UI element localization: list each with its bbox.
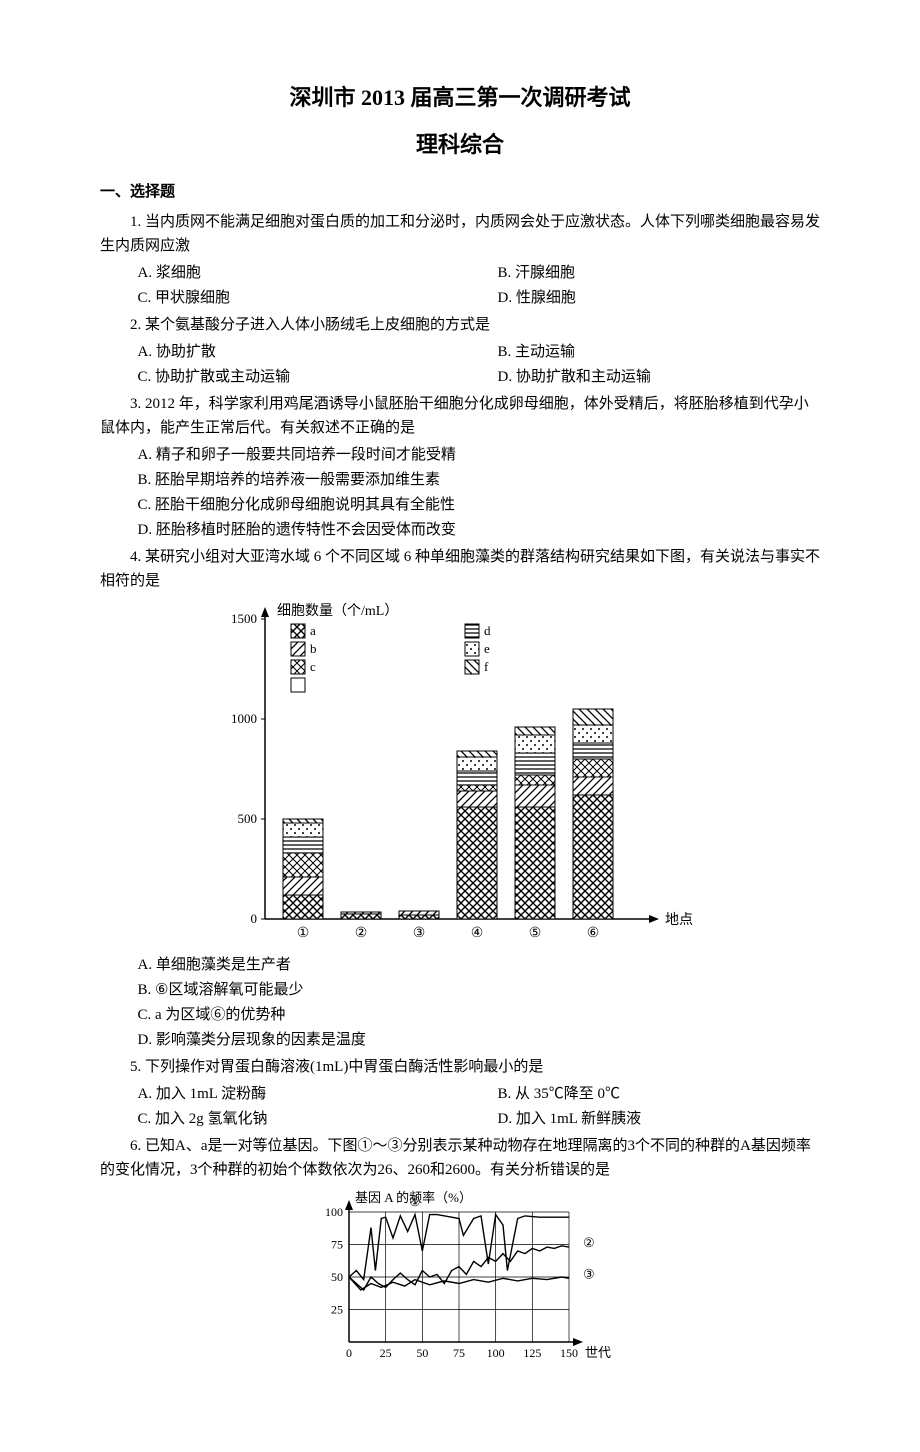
q1-row1: A. 浆细胞 B. 汗腺细胞 — [100, 261, 820, 285]
q5-stem: 5. 下列操作对胃蛋白酶溶液(1mL)中胃蛋白酶活性影响最小的是 — [100, 1055, 820, 1079]
q1-opt-b: B. 汗腺细胞 — [460, 261, 820, 285]
section-header-1: 一、选择题 — [100, 180, 820, 204]
svg-text:③: ③ — [583, 1267, 595, 1282]
q6-chart-wrap: 2550751000255075100125150基因 A 的频率（%）世代①②… — [100, 1188, 820, 1368]
q6-stem: 6. 已知A、a是一对等位基因。下图①～③分别表示某种动物存在地理隔离的3个不同… — [100, 1134, 820, 1182]
svg-text:④: ④ — [471, 926, 484, 941]
title-sub: 理科综合 — [100, 127, 820, 162]
q2-opt-c: C. 协助扩散或主动运输 — [100, 365, 460, 389]
q1-opt-c: C. 甲状腺细胞 — [100, 286, 460, 310]
svg-text:f: f — [484, 659, 489, 674]
q1-stem: 1. 当内质网不能满足细胞对蛋白质的加工和分泌时，内质网会处于应激状态。人体下列… — [100, 210, 820, 258]
svg-text:75: 75 — [453, 1346, 465, 1360]
svg-text:25: 25 — [331, 1303, 343, 1317]
svg-text:75: 75 — [331, 1238, 343, 1252]
q6-line-chart: 2550751000255075100125150基因 A 的频率（%）世代①②… — [301, 1188, 619, 1368]
svg-text:150: 150 — [560, 1346, 578, 1360]
svg-text:b: b — [310, 641, 317, 656]
q3-opt-a: A. 精子和卵子一般要共同培养一段时间才能受精 — [100, 443, 820, 467]
svg-text:100: 100 — [487, 1346, 505, 1360]
q4-bar-chart: 0 500 1000 1500 细胞数量（个/mL） 地点 ① ② ③ ④ ⑤ ⑥ abc def — [205, 599, 715, 949]
svg-text:c: c — [310, 659, 316, 674]
q4-opt-a: A. 单细胞藻类是生产者 — [100, 953, 820, 977]
q5-row1: A. 加入 1mL 淀粉酶 B. 从 35℃降至 0℃ — [100, 1082, 820, 1106]
svg-text:细胞数量（个/mL）: 细胞数量（个/mL） — [277, 603, 398, 619]
q5-opt-b: B. 从 35℃降至 0℃ — [460, 1082, 820, 1106]
svg-text:③: ③ — [413, 926, 426, 941]
svg-text:0: 0 — [346, 1346, 352, 1360]
q5-opt-d: D. 加入 1mL 新鲜胰液 — [460, 1107, 820, 1131]
svg-text:d: d — [484, 623, 491, 638]
q1-row2: C. 甲状腺细胞 D. 性腺细胞 — [100, 286, 820, 310]
q2-row2: C. 协助扩散或主动运输 D. 协助扩散和主动运输 — [100, 365, 820, 389]
q3-stem: 3. 2012 年，科学家利用鸡尾酒诱导小鼠胚胎干细胞分化成卵母细胞，体外受精后… — [100, 392, 820, 440]
svg-text:25: 25 — [380, 1346, 392, 1360]
svg-text:a: a — [310, 623, 316, 638]
q4-opt-d: D. 影响藻类分层现象的因素是温度 — [100, 1028, 820, 1052]
q3-opt-c: C. 胚胎干细胞分化成卵母细胞说明其具有全能性 — [100, 493, 820, 517]
q2-stem: 2. 某个氨基酸分子进入人体小肠绒毛上皮细胞的方式是 — [100, 313, 820, 337]
q2-opt-b: B. 主动运输 — [460, 340, 820, 364]
svg-text:0: 0 — [251, 911, 258, 926]
svg-text:e: e — [484, 641, 490, 656]
svg-text:②: ② — [355, 926, 368, 941]
svg-text:①: ① — [297, 926, 310, 941]
q5-opt-a: A. 加入 1mL 淀粉酶 — [100, 1082, 460, 1106]
q4-opt-b: B. ⑥区域溶解氧可能最少 — [100, 978, 820, 1002]
q3-opt-d: D. 胚胎移植时胚胎的遗传特性不会因受体而改变 — [100, 518, 820, 542]
q5-opt-c: C. 加入 2g 氢氧化钠 — [100, 1107, 460, 1131]
q1-opt-a: A. 浆细胞 — [100, 261, 460, 285]
q2-opt-d: D. 协助扩散和主动运输 — [460, 365, 820, 389]
q2-row1: A. 协助扩散 B. 主动运输 — [100, 340, 820, 364]
q1-opt-d: D. 性腺细胞 — [460, 286, 820, 310]
q5-row2: C. 加入 2g 氢氧化钠 D. 加入 1mL 新鲜胰液 — [100, 1107, 820, 1131]
svg-text:地点: 地点 — [665, 912, 693, 928]
q4-opt-c: C. a 为区域⑥的优势种 — [100, 1003, 820, 1027]
svg-text:125: 125 — [523, 1346, 541, 1360]
svg-text:⑤: ⑤ — [529, 926, 542, 941]
svg-text:①: ① — [409, 1194, 421, 1209]
svg-text:②: ② — [583, 1235, 595, 1250]
svg-text:50: 50 — [331, 1270, 343, 1284]
svg-text:世代: 世代 — [585, 1345, 611, 1360]
title-main: 深圳市 2013 届高三第一次调研考试 — [100, 80, 820, 115]
svg-text:1500: 1500 — [231, 611, 257, 626]
q2-opt-a: A. 协助扩散 — [100, 340, 460, 364]
svg-text:500: 500 — [238, 811, 258, 826]
q4-chart-wrap: 0 500 1000 1500 细胞数量（个/mL） 地点 ① ② ③ ④ ⑤ ⑥ abc def — [100, 599, 820, 949]
q3-opt-b: B. 胚胎早期培养的培养液一般需要添加维生素 — [100, 468, 820, 492]
q4-stem: 4. 某研究小组对大亚湾水域 6 个不同区域 6 种单细胞藻类的群落结构研究结果… — [100, 545, 820, 593]
svg-text:100: 100 — [325, 1205, 343, 1219]
svg-text:⑥: ⑥ — [587, 926, 600, 941]
svg-text:1000: 1000 — [231, 711, 257, 726]
svg-text:50: 50 — [416, 1346, 428, 1360]
